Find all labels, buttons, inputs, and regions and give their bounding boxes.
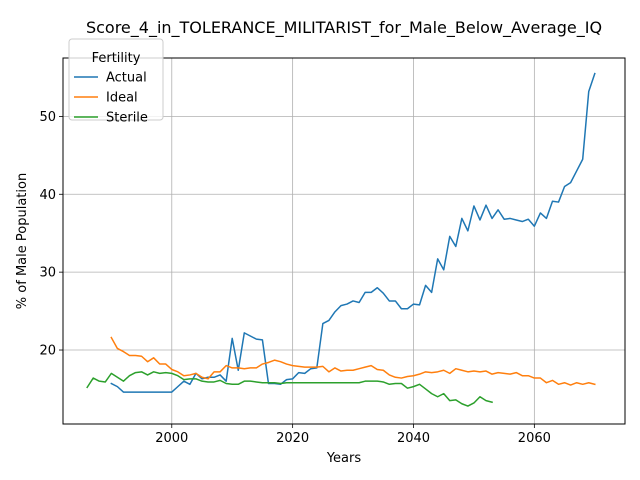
plot-frame [62,57,626,425]
y-tick-label: 20 [39,344,56,359]
y-axis-label: % of Male Population [15,173,30,309]
legend-entries: Actual Ideal Sterile [74,71,148,126]
x-axis-label: Years [326,451,362,466]
chart-title: Score_4_in_TOLERANCE_MILITARIST_for_Male… [86,18,602,38]
ticks: 2000 2020 2040 2060 20 30 40 50 [39,110,550,446]
x-tick-label: 2040 [397,431,430,446]
x-tick-label: 2000 [155,431,188,446]
legend-label-actual: Actual [106,71,147,86]
legend-label-sterile: Sterile [106,111,148,126]
legend-box [68,38,164,121]
series-line-sterile [86,371,493,407]
series-line-actual [110,72,596,393]
x-tick-label: 2060 [518,431,551,446]
series-layer [86,72,596,407]
legend-title: Fertility [92,51,141,66]
y-tick-label: 30 [39,266,56,281]
y-tick-label: 40 [39,188,56,203]
legend: Fertility Actual Ideal Sterile [68,38,164,126]
legend-label-ideal: Ideal [106,91,138,106]
series-line-ideal [110,336,596,386]
y-tick-label: 50 [39,110,56,125]
x-tick-label: 2020 [276,431,309,446]
